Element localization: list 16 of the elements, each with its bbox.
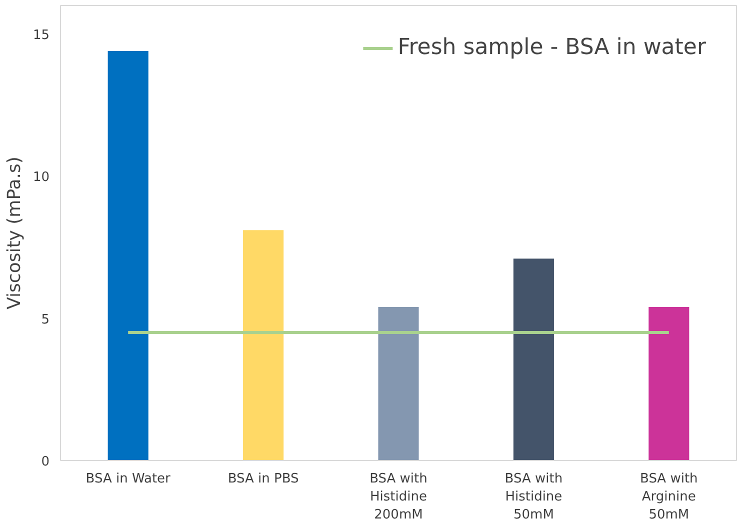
y-tick-label: 15 <box>32 28 50 43</box>
x-tick-label: BSA in PBS <box>228 472 299 486</box>
y-tick-label: 0 <box>41 454 50 470</box>
x-tick-label: BSA with Histidine 200mM <box>370 472 428 522</box>
x-tick-label: BSA in Water <box>86 472 172 486</box>
y-axis-title: Viscosity (mPa.s) <box>4 156 25 310</box>
y-tick-label: 5 <box>41 312 50 328</box>
legend-label: Fresh sample - BSA in water <box>398 35 706 60</box>
bar <box>108 51 148 460</box>
bar <box>378 306 419 460</box>
x-tick-label: BSA with Arginine 50mM <box>640 472 698 522</box>
bar <box>513 258 554 460</box>
x-tick-label: BSA with Histidine 50mM <box>504 472 563 522</box>
y-tick-label: 10 <box>32 170 50 186</box>
bar <box>243 230 284 460</box>
bar <box>648 306 690 460</box>
